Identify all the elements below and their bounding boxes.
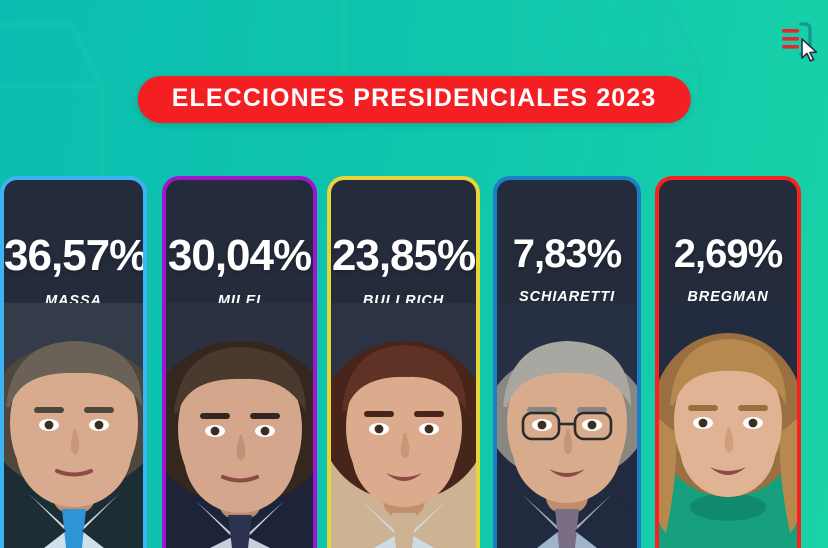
candidate-percentage: 30,04%	[167, 231, 312, 280]
card-gap	[641, 176, 655, 548]
candidate-card-bullrich[interactable]: 23,85% BULLRICH	[327, 176, 480, 548]
candidate-percentage: 23,85%	[331, 231, 476, 280]
candidate-portrait	[659, 303, 797, 548]
candidate-card-bregman[interactable]: 2,69% BREGMAN	[655, 176, 801, 548]
candidate-card-schiaretti[interactable]: 7,83% SCHIARETTI	[493, 176, 641, 548]
candidate-name: BREGMAN	[687, 289, 769, 305]
candidate-percentage: 36,57%	[4, 231, 147, 280]
card-gap	[147, 176, 162, 548]
candidate-card-milei[interactable]: 30,04% MILEI	[162, 176, 317, 548]
candidate-card-massa[interactable]: 36,57% MASSA	[0, 176, 147, 548]
candidate-portrait	[497, 303, 637, 548]
candidate-portrait	[331, 303, 476, 548]
results-cards-row: 36,57% MASSA 30,04% MI	[0, 176, 828, 548]
card-gap	[317, 176, 327, 548]
card-gap	[480, 176, 493, 548]
mouse-cursor	[800, 38, 820, 64]
candidate-portrait	[166, 303, 313, 548]
candidate-portrait	[4, 303, 143, 548]
ballot-box-watermark	[492, 0, 742, 244]
page-title-banner: ELECCIONES PRESIDENCIALES 2023	[137, 76, 691, 123]
candidate-percentage: 2,69%	[673, 232, 783, 276]
page-title: ELECCIONES PRESIDENCIALES 2023	[171, 84, 657, 112]
candidate-percentage: 7,83%	[512, 232, 622, 276]
candidate-name: SCHIARETTI	[519, 289, 615, 305]
